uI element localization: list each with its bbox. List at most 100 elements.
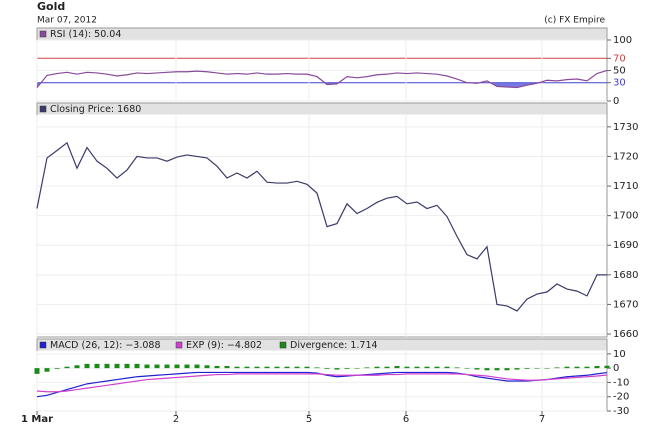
legend-label: MACD (26, 12): −3.088 xyxy=(50,340,161,351)
divergence-bar xyxy=(344,368,350,369)
divergence-bar xyxy=(254,366,260,369)
divergence-bar xyxy=(134,363,140,369)
divergence-bar xyxy=(394,366,400,369)
divergence-bar xyxy=(84,363,90,369)
divergence-bar xyxy=(384,366,390,369)
divergence-bar xyxy=(474,368,480,370)
legend-swatch xyxy=(39,105,47,113)
divergence-bar xyxy=(194,364,200,369)
divergence-bar xyxy=(74,365,80,369)
divergence-bar xyxy=(204,365,210,369)
divergence-bar xyxy=(184,364,190,369)
divergence-bar xyxy=(544,368,550,369)
y-tick-label: 1710 xyxy=(613,181,638,192)
legend-label: RSI (14): 50.04 xyxy=(50,29,121,40)
divergence-bar xyxy=(524,368,530,369)
divergence-bar xyxy=(444,366,450,369)
legend-swatch xyxy=(39,341,47,349)
panel-header xyxy=(37,103,607,115)
x-tick-label: 2 xyxy=(173,414,179,425)
divergence-bar xyxy=(574,366,580,369)
divergence-bar xyxy=(424,366,430,369)
divergence-bar xyxy=(534,368,540,369)
y-tick-label: 1690 xyxy=(613,240,638,251)
divergence-bar xyxy=(174,364,180,369)
y-tick-label: 50 xyxy=(613,66,626,77)
y-tick-label: 1720 xyxy=(613,151,638,162)
divergence-bar xyxy=(224,366,230,369)
divergence-bar xyxy=(64,366,70,369)
divergence-bar xyxy=(304,366,310,369)
divergence-bar xyxy=(124,363,130,369)
divergence-bar xyxy=(504,368,510,371)
divergence-bar xyxy=(244,366,250,369)
divergence-bar xyxy=(44,368,50,372)
y-tick-label: -30 xyxy=(613,406,629,417)
divergence-bar xyxy=(324,368,330,369)
title: Gold xyxy=(37,0,65,13)
legend-label: Closing Price: 1680 xyxy=(50,104,141,115)
divergence-bar xyxy=(604,365,610,369)
divergence-bar xyxy=(354,368,360,369)
legend-swatch xyxy=(279,341,287,349)
divergence-bar xyxy=(234,366,240,369)
divergence-bar xyxy=(154,364,160,369)
y-tick-label: 1670 xyxy=(613,299,638,310)
divergence-bar xyxy=(374,366,380,369)
divergence-bar xyxy=(144,364,150,369)
divergence-bar xyxy=(464,368,470,369)
divergence-bar xyxy=(434,366,440,369)
x-tick-label: 6 xyxy=(403,414,409,425)
divergence-bar xyxy=(94,363,100,369)
level-label: 70 xyxy=(613,53,626,64)
x-tick-label: 7 xyxy=(539,414,545,425)
date: Mar 07, 2012 xyxy=(37,16,97,26)
divergence-bar xyxy=(494,368,500,371)
y-tick-label: -10 xyxy=(613,377,629,388)
x-tick-label: 1 Mar xyxy=(21,414,53,425)
series-line xyxy=(36,69,608,89)
divergence-bar xyxy=(294,366,300,369)
x-tick-label: 5 xyxy=(306,414,312,425)
panel-frame xyxy=(36,102,608,338)
divergence-bar xyxy=(284,366,290,369)
divergence-bar xyxy=(454,367,460,369)
panel-header xyxy=(37,339,607,351)
divergence-bar xyxy=(554,367,560,369)
divergence-bar xyxy=(514,368,520,370)
legend-swatch xyxy=(39,30,47,38)
y-tick-label: 10 xyxy=(613,349,626,360)
y-tick-label: 1700 xyxy=(613,211,638,222)
divergence-bar xyxy=(314,367,320,369)
y-tick-label: 1730 xyxy=(613,122,638,133)
divergence-bar xyxy=(594,366,600,369)
divergence-bar xyxy=(104,363,110,369)
divergence-bar xyxy=(34,368,40,374)
divergence-bar xyxy=(414,366,420,369)
level-label: 30 xyxy=(613,78,626,89)
panel-header xyxy=(37,28,607,40)
divergence-bar xyxy=(114,363,120,369)
y-tick-label: 100 xyxy=(613,35,632,46)
legend-swatch xyxy=(175,341,183,349)
divergence-bar xyxy=(214,366,220,369)
legend-label: EXP (9): −4.802 xyxy=(186,340,262,351)
divergence-bar xyxy=(264,366,270,369)
y-tick-label: 0 xyxy=(613,96,619,107)
divergence-bar xyxy=(404,366,410,369)
divergence-bar xyxy=(564,366,570,369)
series-line xyxy=(36,373,608,393)
y-tick-label: 0 xyxy=(613,363,619,374)
series-line xyxy=(36,141,607,312)
divergence-bar xyxy=(274,366,280,369)
divergence-bar xyxy=(334,368,340,370)
y-tick-label: 1680 xyxy=(613,270,638,281)
divergence-bar xyxy=(164,364,170,369)
credit: (c) FX Empire xyxy=(544,16,605,26)
divergence-bar xyxy=(484,368,490,371)
divergence-bar xyxy=(364,367,370,369)
y-tick-label: 1660 xyxy=(613,329,638,340)
divergence-bar xyxy=(584,366,590,369)
divergence-bar xyxy=(54,368,60,369)
